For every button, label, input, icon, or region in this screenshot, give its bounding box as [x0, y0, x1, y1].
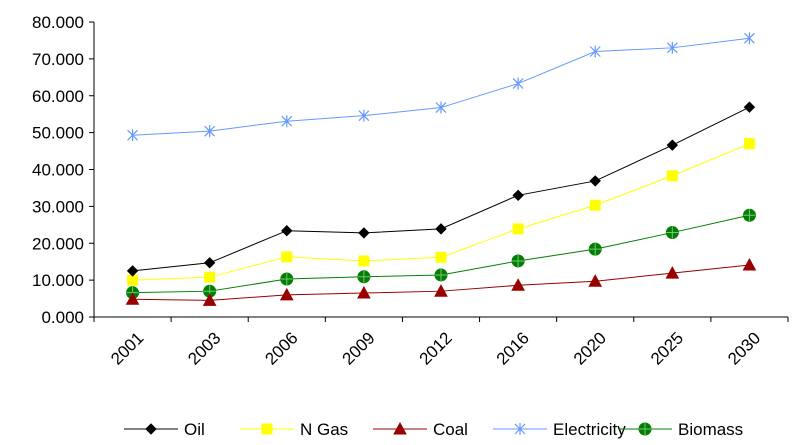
series-electricity: [127, 32, 755, 142]
data-point: [589, 45, 601, 58]
data-point-plus: [666, 226, 679, 239]
legend-label: Biomass: [678, 420, 743, 439]
data-point: [665, 266, 680, 279]
data-point: [204, 271, 216, 283]
series-n-gas: [127, 138, 755, 286]
series-coal: [125, 257, 757, 306]
data-point: [742, 257, 757, 271]
data-point: [125, 292, 140, 305]
legend-item: N Gas: [240, 420, 348, 439]
data-point-plus: [589, 243, 602, 256]
data-point-plus: [280, 273, 293, 286]
data-point: [744, 32, 755, 45]
y-tick-label: 20.000: [32, 234, 84, 253]
series-line: [132, 37, 750, 136]
data-point: [589, 199, 601, 211]
data-point: [358, 255, 370, 267]
data-point-plus: [639, 423, 651, 435]
data-point: [204, 125, 216, 138]
x-tick-label: 2003: [184, 328, 224, 368]
legend-label: N Gas: [300, 420, 348, 439]
data-point: [281, 115, 293, 128]
data-point: [512, 77, 524, 90]
data-point: [203, 257, 216, 269]
data-point: [358, 227, 370, 239]
y-tick-labels: 0.000 10.000 20.000 30.000 40.000 50.000 60.00…: [32, 13, 94, 327]
legend-item: Biomass: [618, 420, 743, 439]
y-tick-label: 70.000: [32, 50, 84, 69]
x-tick-label: 2006: [261, 328, 301, 368]
data-point: [261, 423, 273, 435]
x-tick-label: 2020: [570, 328, 610, 368]
data-point-plus: [435, 268, 447, 281]
data-point: [202, 293, 217, 306]
data-point: [512, 189, 524, 202]
x-tick-label: 2016: [493, 328, 533, 368]
data-point: [281, 225, 293, 237]
data-point: [743, 101, 756, 113]
data-point: [127, 129, 138, 142]
data-point: [666, 139, 679, 151]
data-point-plus: [743, 209, 756, 222]
series-biomass: [126, 208, 756, 300]
series-layer: [125, 32, 757, 306]
y-tick-label: 10.000: [32, 271, 84, 290]
x-tick-labels: 2001 2003 2006 2009 2012 2016 2020 2025 2030: [93, 317, 789, 369]
legend-item: Oil: [124, 420, 205, 439]
data-point-plus: [512, 254, 525, 267]
y-tick-label: 80.000: [32, 13, 84, 32]
legend-label: Electricity: [553, 420, 626, 439]
data-point: [512, 223, 524, 235]
data-point: [511, 278, 525, 291]
y-tick-label: 50.000: [32, 124, 84, 143]
legend-label: Coal: [433, 420, 468, 439]
data-point: [435, 223, 447, 235]
data-point: [743, 138, 755, 150]
data-point: [589, 175, 601, 187]
data-point: [435, 251, 447, 263]
data-point: [281, 251, 293, 263]
data-point: [666, 170, 678, 182]
data-point: [514, 423, 526, 435]
series-line: [132, 106, 750, 272]
data-point: [666, 41, 678, 54]
x-tick-label: 2009: [339, 328, 379, 368]
legend: Oil N Gas Coal Electricity Biomass: [124, 420, 743, 439]
data-point: [279, 287, 294, 301]
data-point: [127, 274, 139, 286]
legend-label: Oil: [184, 420, 205, 439]
data-point: [126, 265, 139, 277]
x-tick-label: 2030: [724, 328, 764, 368]
data-point: [358, 109, 370, 122]
y-tick-label: 60.000: [32, 87, 84, 106]
data-point: [435, 101, 447, 114]
data-point-plus: [357, 270, 370, 283]
y-tick-label: 40.000: [32, 161, 84, 180]
y-tick-label: 30.000: [32, 197, 84, 216]
data-point: [588, 274, 603, 287]
x-tick-label: 2025: [647, 328, 687, 368]
x-tick-label: 2001: [107, 328, 147, 368]
series-oil: [126, 101, 756, 277]
data-point: [434, 284, 448, 297]
x-tick-label: 2012: [416, 328, 456, 368]
y-tick-label: 0.000: [41, 308, 84, 327]
legend-item: Electricity: [493, 420, 626, 439]
data-point: [393, 421, 407, 435]
data-point: [145, 423, 157, 435]
legend-item: Coal: [373, 420, 468, 439]
data-point: [357, 285, 371, 299]
